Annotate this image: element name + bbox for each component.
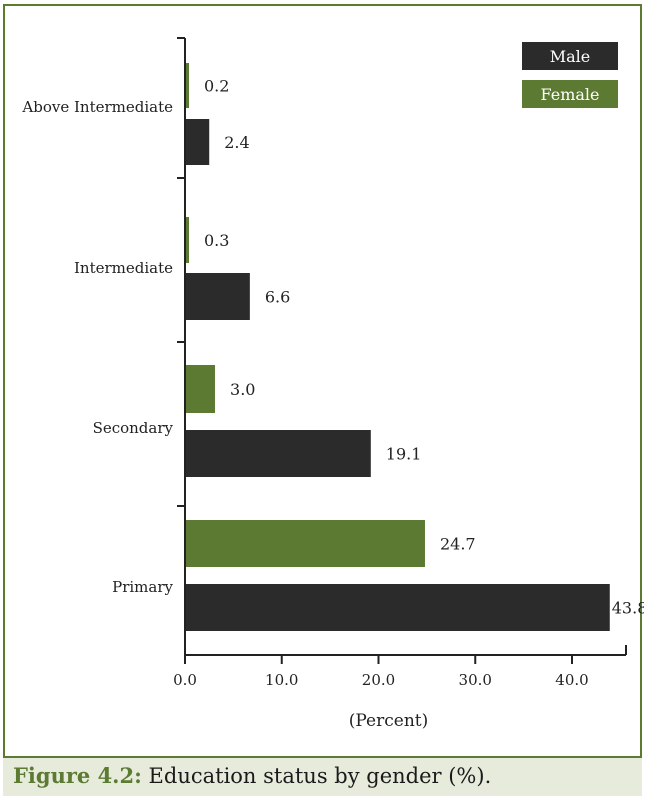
category-label: Primary: [112, 578, 173, 596]
category-label: Above Intermediate: [21, 98, 173, 116]
figure-caption: Figure 4.2: Education status by gender (…: [3, 758, 642, 796]
x-tick-label: 0.0: [173, 671, 197, 689]
education-gender-bar-chart: 0.0 10.0 20.0 30.0 40.0 (Percent) Above Interm…: [21, 37, 644, 731]
x-tick-label: 30.0: [459, 671, 492, 689]
female-value-label: 0.3: [204, 231, 229, 250]
x-axis-label: (Percent): [349, 711, 429, 731]
caption-text: Education status by gender (%).: [141, 764, 492, 788]
male-bar: [186, 584, 610, 631]
legend-swatch-female: [522, 80, 618, 108]
male-value-label: 43.8: [612, 599, 644, 618]
male-value-label: 19.1: [386, 445, 422, 464]
category-label: Intermediate: [74, 259, 173, 277]
male-value-label: 2.4: [224, 133, 249, 152]
x-tick-label: 20.0: [362, 671, 395, 689]
female-value-label: 3.0: [230, 380, 255, 399]
x-tick-label: 10.0: [265, 671, 298, 689]
female-bar: [186, 365, 216, 413]
legend-label-male: Male: [550, 47, 591, 66]
male-bar: [186, 119, 210, 165]
female-value-label: 24.7: [440, 535, 476, 554]
caption-label: Figure 4.2:: [13, 763, 142, 788]
female-bar: [186, 217, 189, 263]
female-bar: [186, 520, 425, 567]
legend-label-female: Female: [541, 85, 600, 104]
x-tick-label: 40.0: [555, 671, 588, 689]
male-value-label: 6.6: [265, 288, 290, 307]
category-label: Secondary: [93, 419, 174, 437]
female-bar: [186, 63, 189, 108]
male-bar: [186, 273, 250, 320]
male-bar: [186, 430, 371, 477]
figure-frame: 0.0 10.0 20.0 30.0 40.0 (Percent) Above Interm…: [3, 4, 644, 758]
female-value-label: 0.2: [204, 77, 229, 96]
legend-swatch-male: [522, 42, 618, 70]
